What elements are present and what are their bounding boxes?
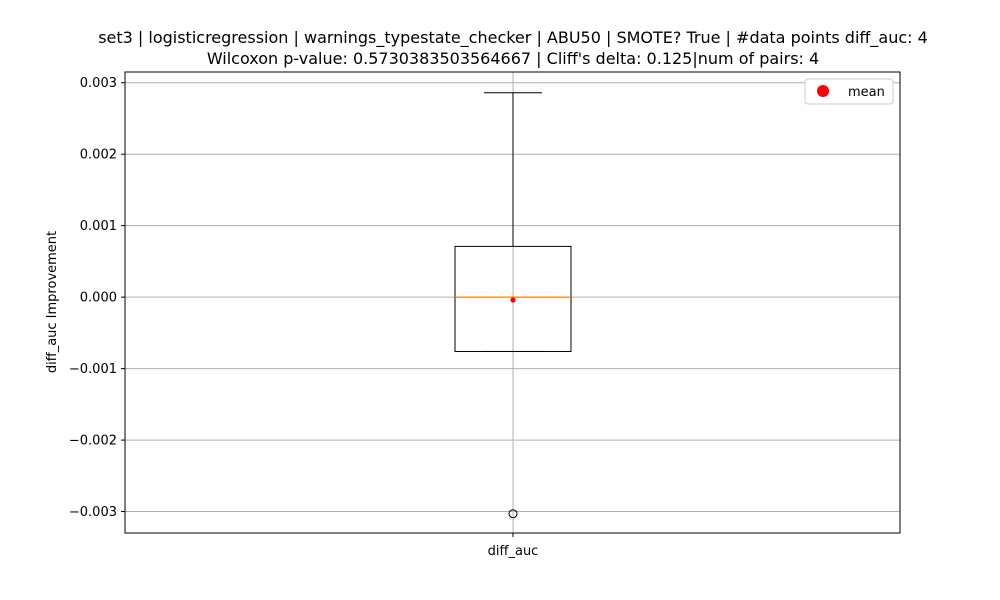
legend-mean-marker [817, 85, 829, 97]
chart-title-line2: Wilcoxon p-value: 0.5730383503564667 | C… [207, 49, 819, 68]
iqr-box [454, 245, 572, 352]
chart-title-line1: set3 | logisticregression | warnings_typ… [98, 28, 928, 48]
y-tick-label: −0.002 [69, 434, 117, 449]
outlier-point [508, 509, 518, 519]
x-tick-label: diff_auc [488, 544, 539, 559]
legend-label-mean: mean [848, 85, 885, 100]
y-tick-label: 0.001 [80, 219, 117, 234]
y-tick-label: 0.000 [80, 291, 117, 306]
y-tick-label: 0.002 [80, 148, 117, 163]
y-tick-label: −0.003 [69, 505, 117, 520]
legend: mean [804, 78, 894, 105]
plot-frame [124, 71, 901, 534]
y-axis-label: diff_auc Improvement [45, 231, 60, 373]
y-axis-ticks: −0.003 −0.002 −0.001 0.000 0.001 0.002 0.003 [69, 76, 125, 520]
y-tick-label: 0.003 [80, 76, 117, 91]
y-tick-label: −0.001 [69, 362, 117, 377]
legend-frame [804, 78, 894, 105]
x-axis-ticks: diff_auc [488, 533, 539, 559]
box-element [454, 92, 572, 519]
mean-point [510, 297, 516, 303]
